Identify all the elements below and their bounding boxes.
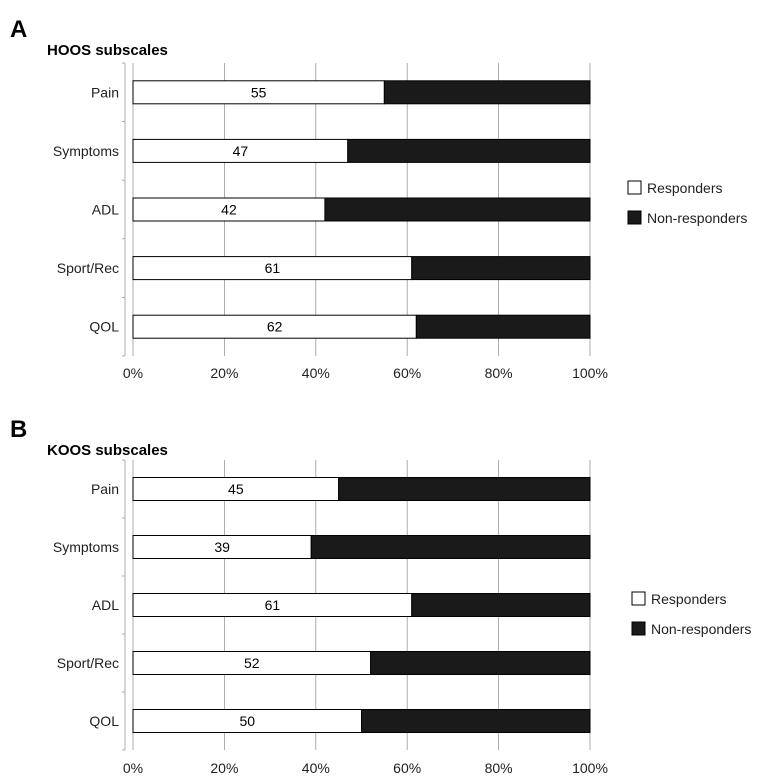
x-tick-label: 60% <box>393 365 421 381</box>
x-tick-label: 40% <box>302 760 330 776</box>
x-tick-label: 40% <box>302 365 330 381</box>
bar-non-responders <box>324 197 591 222</box>
bar-non-responders <box>338 477 591 501</box>
legend-swatch <box>631 591 646 606</box>
legend-label: Non-responders <box>647 210 747 226</box>
category-label: QOL <box>89 319 119 335</box>
panel-a-plot: 0% 20% 40% 60% 80% 100% 55 Pain 47 Symptoms 42 ADL 6… <box>53 62 747 381</box>
panel-a-label: A <box>10 16 27 43</box>
category-label: ADL <box>92 202 119 218</box>
data-label: 62 <box>267 319 283 335</box>
x-tick-label: 20% <box>210 365 238 381</box>
x-tick-label: 80% <box>485 760 513 776</box>
data-label: 39 <box>214 539 230 555</box>
category-label: Pain <box>91 481 119 497</box>
panel-b-plot: 0% 20% 40% 60% 80% 100% 45 Pain 39 Symptoms 61 ADL 5… <box>53 459 751 776</box>
panel-b-title: KOOS subscales <box>47 442 168 459</box>
legend-swatch <box>627 210 642 225</box>
category-label: QOL <box>89 713 119 729</box>
data-label: 45 <box>228 481 244 497</box>
x-tick-label: 100% <box>572 365 608 381</box>
bar-non-responders <box>415 314 591 339</box>
legend-label: Responders <box>647 180 723 196</box>
category-label: Sport/Rec <box>57 260 119 276</box>
legend-label: Non-responders <box>651 621 751 637</box>
bar-non-responders <box>411 593 591 617</box>
data-label: 47 <box>233 143 249 159</box>
legend-label: Responders <box>651 591 727 607</box>
panel-b-koos: B KOOS subscales 0% 20% 40% 60% 80% 100% 45 Pai… <box>10 416 751 776</box>
legend-swatch <box>627 180 642 195</box>
bar-non-responders <box>347 138 591 163</box>
data-label: 42 <box>221 202 237 218</box>
bar-non-responders <box>361 709 591 733</box>
panel-a-title: HOOS subscales <box>47 42 168 59</box>
bar-non-responders <box>310 535 591 559</box>
x-tick-label: 60% <box>393 760 421 776</box>
bar-non-responders <box>383 80 591 105</box>
x-tick-label: 80% <box>485 365 513 381</box>
category-label: Symptoms <box>53 539 119 555</box>
x-tick-label: 0% <box>123 365 143 381</box>
x-tick-label: 0% <box>123 760 143 776</box>
category-label: ADL <box>92 597 119 613</box>
category-label: Sport/Rec <box>57 655 119 671</box>
data-label: 50 <box>239 713 255 729</box>
panel-b-label: B <box>10 416 27 443</box>
data-label: 52 <box>244 655 260 671</box>
category-label: Symptoms <box>53 143 119 159</box>
legend-swatch <box>631 621 646 636</box>
panel-a-hoos: A HOOS subscales 0% 20% 40% 60% 80% 100% 55 Pai… <box>10 16 747 381</box>
category-label: Pain <box>91 84 119 100</box>
data-label: 55 <box>251 84 267 100</box>
bar-non-responders <box>411 256 591 281</box>
x-tick-label: 20% <box>210 760 238 776</box>
x-tick-label: 100% <box>572 760 608 776</box>
data-label: 61 <box>265 260 281 276</box>
data-label: 61 <box>265 597 281 613</box>
bar-non-responders <box>370 651 591 675</box>
